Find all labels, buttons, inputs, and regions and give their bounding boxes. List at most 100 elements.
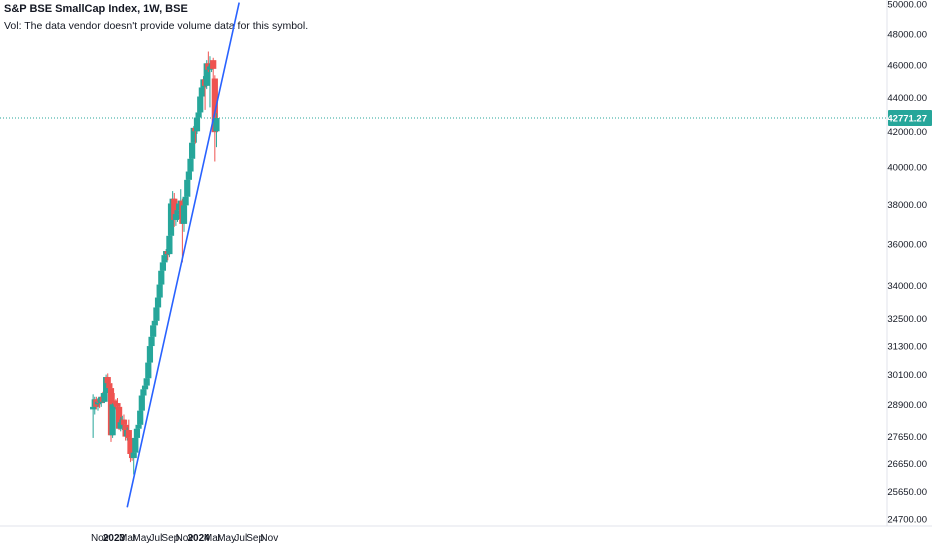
time-tick-label: 2023 [103, 533, 126, 544]
candle-body [104, 377, 111, 384]
candle[interactable] [111, 393, 118, 407]
candle-body [185, 171, 192, 180]
candle[interactable] [166, 233, 173, 258]
price-axis[interactable]: 50000.00 48000.00 46000.00 44000.00 42000.00… [887, 0, 932, 526]
candle-body [148, 336, 155, 347]
candle[interactable] [138, 394, 145, 414]
time-tick-label: Jul [150, 533, 163, 544]
candle-body [193, 117, 201, 132]
candle-body [184, 179, 191, 197]
price-tick-label: 36000.00 [887, 239, 927, 250]
candle-body [158, 270, 165, 285]
candle[interactable] [171, 192, 178, 227]
price-tick-label: 31300.00 [887, 342, 927, 353]
candle-body [161, 255, 168, 263]
candle-body [167, 203, 175, 236]
candle[interactable] [156, 282, 163, 300]
candle-body [138, 395, 145, 411]
trendline-layer[interactable] [126, 2, 240, 508]
candle[interactable] [189, 140, 196, 161]
candle[interactable] [180, 203, 188, 232]
candle-body [120, 419, 128, 425]
candle[interactable] [150, 324, 157, 338]
candle-body [151, 320, 158, 326]
candle[interactable] [146, 343, 154, 364]
candle[interactable] [176, 202, 183, 219]
candle-body [111, 400, 118, 404]
candle[interactable] [167, 200, 175, 238]
candle-body [174, 210, 181, 215]
candle-body [197, 96, 204, 113]
price-tick-label: 32500.00 [887, 314, 927, 325]
candle-body [125, 430, 132, 438]
trendline[interactable] [126, 2, 240, 508]
candle-body [172, 214, 179, 220]
candle-body [140, 389, 147, 396]
candles-layer [90, 51, 220, 475]
candle[interactable] [137, 408, 144, 428]
candle[interactable] [213, 113, 220, 148]
candle-body [101, 393, 108, 402]
candle-body [154, 297, 162, 308]
candle-body [141, 385, 149, 390]
time-tick-label: Mar [204, 533, 222, 544]
candle-body [190, 127, 197, 143]
candle-body [94, 401, 102, 405]
candle-body [210, 60, 217, 69]
price-tick-label: 48000.00 [887, 29, 927, 40]
candle[interactable] [158, 268, 165, 286]
candle[interactable] [187, 156, 194, 174]
candle-body [166, 235, 173, 255]
candle[interactable] [109, 400, 116, 438]
candle-body [213, 118, 220, 132]
candle[interactable] [145, 360, 152, 380]
candle[interactable] [198, 84, 205, 105]
time-tick-label: May [132, 533, 151, 544]
candle-body [182, 196, 189, 206]
candle-body [114, 403, 121, 407]
candle-body [187, 158, 194, 172]
candle-body [145, 362, 152, 379]
candle[interactable] [132, 435, 139, 457]
time-tick-label: 2024 [187, 533, 210, 544]
time-tick-label: Nov [260, 533, 278, 544]
candle[interactable] [159, 260, 167, 273]
price-tick-label: 27650.00 [887, 432, 927, 443]
candle[interactable] [148, 334, 155, 349]
time-tick-label: Nov [176, 533, 194, 544]
candle-body [137, 410, 144, 425]
current-price-label: 42771.27 [887, 114, 927, 125]
candle[interactable] [193, 115, 201, 134]
candle[interactable] [117, 417, 124, 432]
time-tick-label: Mar [119, 533, 137, 544]
candle[interactable] [185, 170, 192, 183]
candle-body [211, 78, 218, 133]
candle-body [130, 452, 137, 459]
candle-body [180, 205, 188, 224]
candle-body [143, 378, 150, 386]
candle-body [103, 377, 110, 394]
candle[interactable] [143, 377, 150, 389]
candle[interactable] [130, 451, 137, 475]
price-tick-label: 28900.00 [887, 400, 927, 411]
candle[interactable] [154, 295, 162, 310]
candle-body [156, 284, 163, 298]
candle-body [153, 307, 160, 321]
candle[interactable] [153, 305, 160, 322]
candle[interactable] [94, 398, 102, 411]
price-tick-label: 44000.00 [887, 93, 927, 104]
candle-body [117, 422, 124, 429]
time-tick-label: Nov [91, 533, 109, 544]
candle[interactable] [184, 177, 191, 199]
candle[interactable] [197, 94, 204, 115]
price-tick-label: 40000.00 [887, 162, 927, 173]
candle-body [176, 203, 183, 211]
candle-body [115, 406, 123, 429]
candle-body [106, 383, 113, 389]
candle[interactable] [182, 194, 189, 209]
time-tick-label: Jul [234, 533, 247, 544]
candle-body [90, 406, 97, 410]
candle-body [146, 346, 154, 363]
